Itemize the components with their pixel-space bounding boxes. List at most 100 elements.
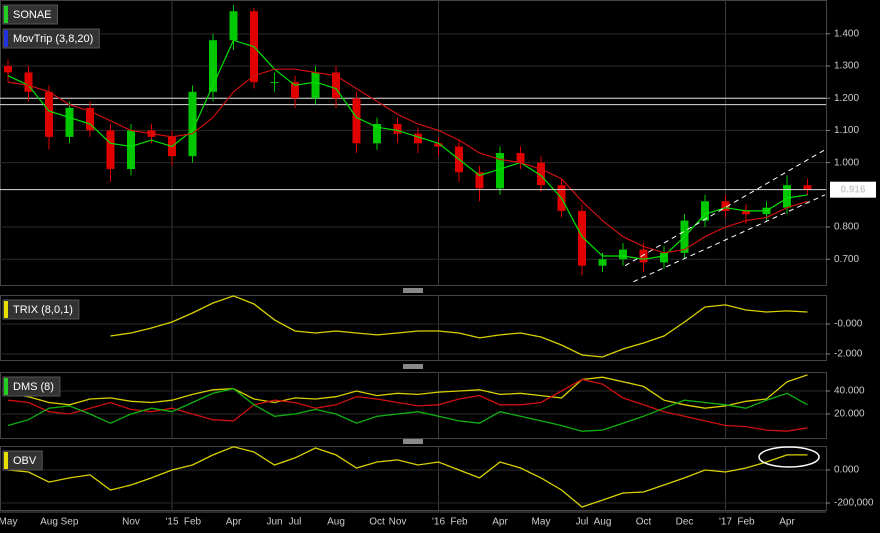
candle-body xyxy=(86,107,94,131)
legend-swatch xyxy=(4,452,8,469)
candle-body xyxy=(598,259,607,266)
x-tick-label: '16 xyxy=(432,517,445,528)
legend-box xyxy=(2,376,61,397)
candle-body xyxy=(270,82,279,84)
panel-frame xyxy=(0,295,827,361)
candle-body xyxy=(229,11,238,41)
candle-body xyxy=(209,40,217,92)
candle-body xyxy=(291,82,299,99)
panel-grips xyxy=(403,288,423,444)
y-tick-label: 1.100 xyxy=(834,125,859,136)
candle-body xyxy=(537,162,545,186)
x-tick-label: Oct xyxy=(636,517,652,528)
indicator-line xyxy=(110,295,808,358)
legend-box xyxy=(2,4,59,25)
x-tick-label: Jun xyxy=(266,517,282,528)
y-tick-label: 40.000 xyxy=(834,386,865,397)
legend-swatch xyxy=(4,378,8,395)
x-tick-label: Jul xyxy=(289,517,302,528)
y-tick-label: 1.300 xyxy=(834,61,859,72)
candle-body xyxy=(332,72,340,99)
y-tick-label: 0.800 xyxy=(834,222,859,233)
indicator-line xyxy=(7,374,808,409)
legend-box xyxy=(2,28,100,49)
legend-box xyxy=(2,299,80,320)
candle-body xyxy=(660,252,668,263)
x-tick-label: Oct xyxy=(369,517,385,528)
x-tick-label: Feb xyxy=(450,517,468,528)
candle-body xyxy=(65,107,74,137)
y-tick-label: 0.700 xyxy=(834,254,859,265)
candle-body xyxy=(127,130,135,170)
legend-swatch xyxy=(4,6,8,23)
x-tick-label: Jul xyxy=(576,517,589,528)
candle-body xyxy=(475,172,484,189)
candle-body xyxy=(45,91,53,137)
legend-label: SONAE xyxy=(13,9,52,21)
candle-body xyxy=(721,201,730,211)
candle-body xyxy=(619,249,627,260)
candle-body xyxy=(393,123,402,134)
legend-box xyxy=(2,450,43,471)
candle-body xyxy=(803,185,812,190)
legend-label: TRIX (8,0,1) xyxy=(13,304,73,316)
x-tick-label: May xyxy=(0,517,17,528)
x-tick-label: Aug xyxy=(40,517,58,528)
y-tick-label: 1.200 xyxy=(834,93,859,104)
candle-body xyxy=(24,72,33,92)
candle-body xyxy=(496,152,504,189)
candle-body xyxy=(578,210,586,266)
x-tick-label: Apr xyxy=(779,517,795,528)
x-tick-label: Nov xyxy=(389,517,407,528)
candle-body xyxy=(311,72,320,99)
candle-body xyxy=(414,133,422,144)
indicator-line xyxy=(7,446,808,508)
candle-body xyxy=(106,130,115,170)
candle-body xyxy=(639,249,648,263)
x-tick-label: Nov xyxy=(122,517,140,528)
panel-frame xyxy=(0,0,827,286)
candle-body xyxy=(373,123,381,144)
y-tick-label: 0.000 xyxy=(834,465,859,476)
highlight-ellipse xyxy=(758,446,820,468)
x-tick-label: Sep xyxy=(61,517,79,528)
candle-body xyxy=(434,143,443,147)
x-tick-label: Apr xyxy=(492,517,508,528)
x-tick-label: '15 xyxy=(165,517,178,528)
y-tick-label: -200,000 xyxy=(834,498,874,509)
x-tick-label: Aug xyxy=(327,517,345,528)
last-price-label: 0.916 xyxy=(840,184,865,195)
trend-channel-line xyxy=(633,194,826,283)
candle-body xyxy=(783,185,791,208)
x-tick-label: Aug xyxy=(594,517,612,528)
x-tick-label: Apr xyxy=(226,517,242,528)
panel-resize-handle[interactable] xyxy=(403,288,423,293)
panel-frame xyxy=(0,372,827,439)
candle-body xyxy=(742,210,750,215)
x-tick-label: Feb xyxy=(184,517,202,528)
panel-resize-handle[interactable] xyxy=(403,439,423,444)
moving-average-line xyxy=(7,68,808,254)
indicator-line xyxy=(7,387,808,432)
candle-body xyxy=(516,152,525,163)
candle-body xyxy=(352,98,361,144)
candle-body xyxy=(4,66,12,73)
y-tick-label: 1.000 xyxy=(834,157,859,168)
legend-label: MovTrip (3,8,20) xyxy=(13,33,93,45)
panel-resize-handle[interactable] xyxy=(403,364,423,369)
legend-label: OBV xyxy=(13,455,37,467)
x-tick-label: May xyxy=(532,517,551,528)
y-tick-label: -2.000 xyxy=(834,349,863,360)
legend-label: DMS (8) xyxy=(13,381,54,393)
legend-swatch xyxy=(4,30,8,47)
x-tick-label: Feb xyxy=(737,517,755,528)
last-price-box xyxy=(830,181,876,198)
legend-swatch xyxy=(4,301,8,318)
trend-channel-line xyxy=(624,149,826,267)
y-tick-label: 1.400 xyxy=(834,28,859,39)
moving-average-line xyxy=(7,39,808,260)
candle-body xyxy=(701,201,709,221)
y-tick-label: -0.000 xyxy=(834,319,863,330)
